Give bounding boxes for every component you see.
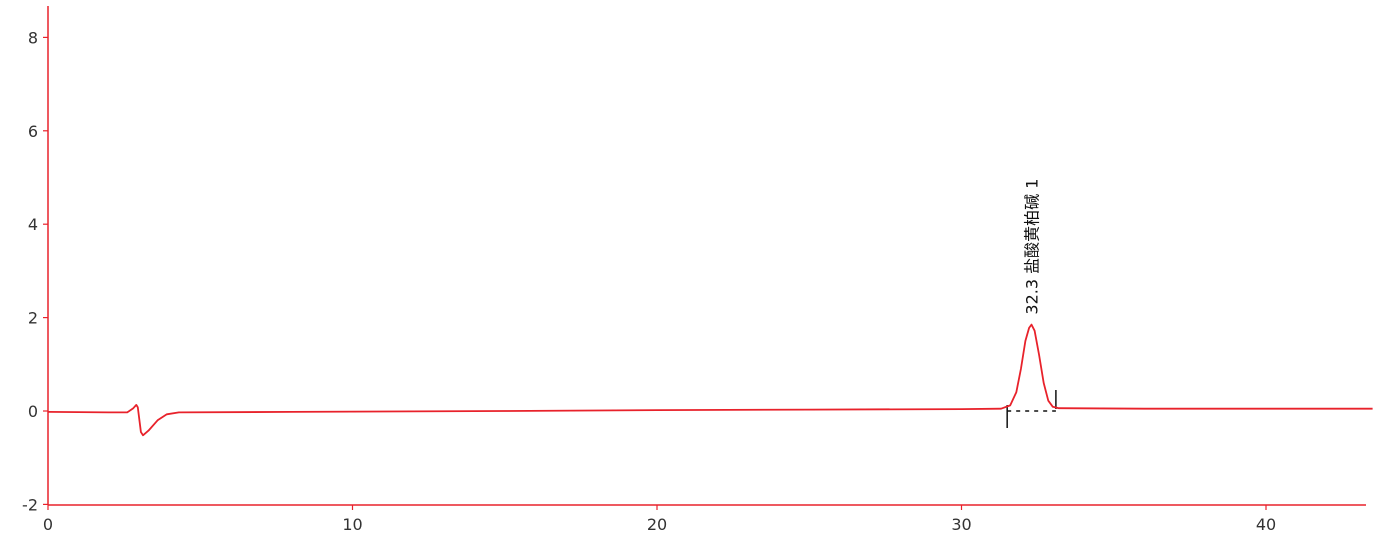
peak-baseline-group <box>1006 390 1057 428</box>
axes: -2 0 2 4 6 8 0 10 20 30 40 <box>22 6 1366 534</box>
x-tick-label: 0 <box>43 515 53 534</box>
y-tick-label: 0 <box>28 402 38 421</box>
peak-labels-group: 32.3 盐酸黄柏碱 1 <box>1023 179 1042 315</box>
x-tick-label: 40 <box>1256 515 1276 534</box>
y-tick-label: 2 <box>28 309 38 328</box>
y-tick-label: 8 <box>28 28 38 47</box>
x-tick-label: 20 <box>647 515 667 534</box>
x-tick-label: 30 <box>951 515 971 534</box>
series-line <box>47 323 1373 437</box>
y-tick-label: 6 <box>28 122 38 141</box>
series-group <box>47 323 1373 437</box>
peak-label: 32.3 盐酸黄柏碱 1 <box>1023 179 1042 315</box>
x-tick-label: 10 <box>342 515 362 534</box>
y-tick-label: 4 <box>28 215 38 234</box>
y-tick-label: -2 <box>22 495 38 514</box>
